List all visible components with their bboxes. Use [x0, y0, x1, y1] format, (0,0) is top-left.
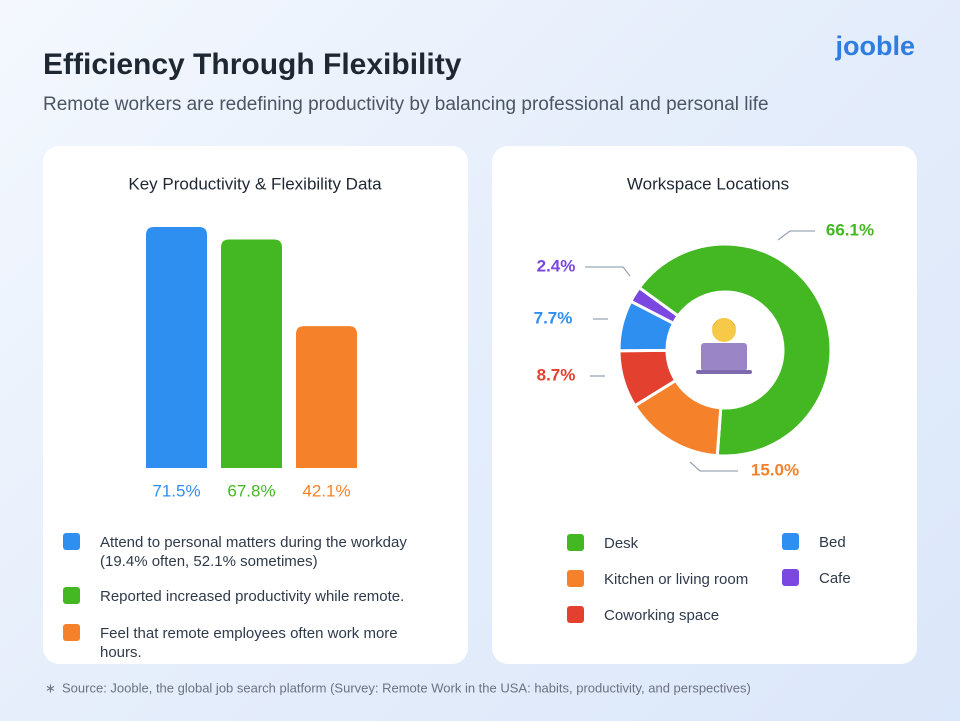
legend-entry: Cafe: [782, 569, 960, 588]
legend-label: Bed: [819, 534, 846, 551]
legend-label: Feel that remote employees often work mo…: [100, 625, 398, 661]
legend-swatch: [782, 569, 799, 586]
logo: jooble: [835, 31, 916, 61]
legend-label: Attend to personal matters during the wo…: [100, 534, 407, 570]
legend-label: Cafe: [819, 570, 851, 587]
legend-swatch: [63, 533, 80, 550]
bar: [296, 326, 357, 468]
legend-label: Reported increased productivity while re…: [100, 588, 405, 605]
legend-entry: Feel that remote employees often work mo…: [63, 624, 443, 662]
legend-label: Desk: [604, 535, 639, 552]
legend-entry: Reported increased productivity while re…: [63, 587, 443, 606]
donut-slice: [637, 242, 833, 458]
value-label: 66.1%: [826, 220, 874, 239]
legend-entry: Attend to personal matters during the wo…: [63, 533, 443, 571]
value-label: 8.7%: [537, 365, 576, 384]
bar: [146, 227, 207, 468]
chart-title: Workspace Locations: [627, 174, 789, 193]
page-subtitle: Remote workers are redefining productivi…: [43, 94, 769, 115]
legend-swatch: [63, 624, 80, 641]
legend-swatch: [782, 533, 799, 550]
legend-entry: Desk: [567, 534, 767, 553]
value-label: 67.8%: [227, 481, 275, 500]
chart-title: Key Productivity & Flexibility Data: [128, 174, 382, 193]
value-label: 42.1%: [302, 481, 350, 500]
legend-swatch: [567, 606, 584, 623]
leader-line: [689, 461, 738, 472]
worker-icon: [696, 318, 752, 374]
footnote-marker: ∗: [45, 680, 56, 695]
bar: [221, 239, 282, 468]
legend-swatch: [567, 534, 584, 551]
legend-entry: Coworking space: [567, 606, 767, 625]
legend-label: Coworking space: [604, 607, 720, 624]
value-label: 15.0%: [751, 460, 799, 479]
value-label: 7.7%: [534, 308, 573, 327]
leader-line: [777, 230, 815, 241]
donut-slice: [628, 285, 681, 326]
legend-entry: Bed: [782, 533, 960, 552]
source-note: Source: Jooble, the global job search pl…: [62, 680, 751, 695]
legend-entry: Kitchen or living room: [567, 570, 767, 589]
leader-line: [585, 266, 631, 277]
page-title: Efficiency Through Flexibility: [43, 48, 462, 81]
value-label: 71.5%: [152, 481, 200, 500]
legend-swatch: [63, 587, 80, 604]
value-label: 2.4%: [537, 256, 576, 275]
legend-swatch: [567, 570, 584, 587]
legend-label: Kitchen or living room: [604, 571, 749, 588]
